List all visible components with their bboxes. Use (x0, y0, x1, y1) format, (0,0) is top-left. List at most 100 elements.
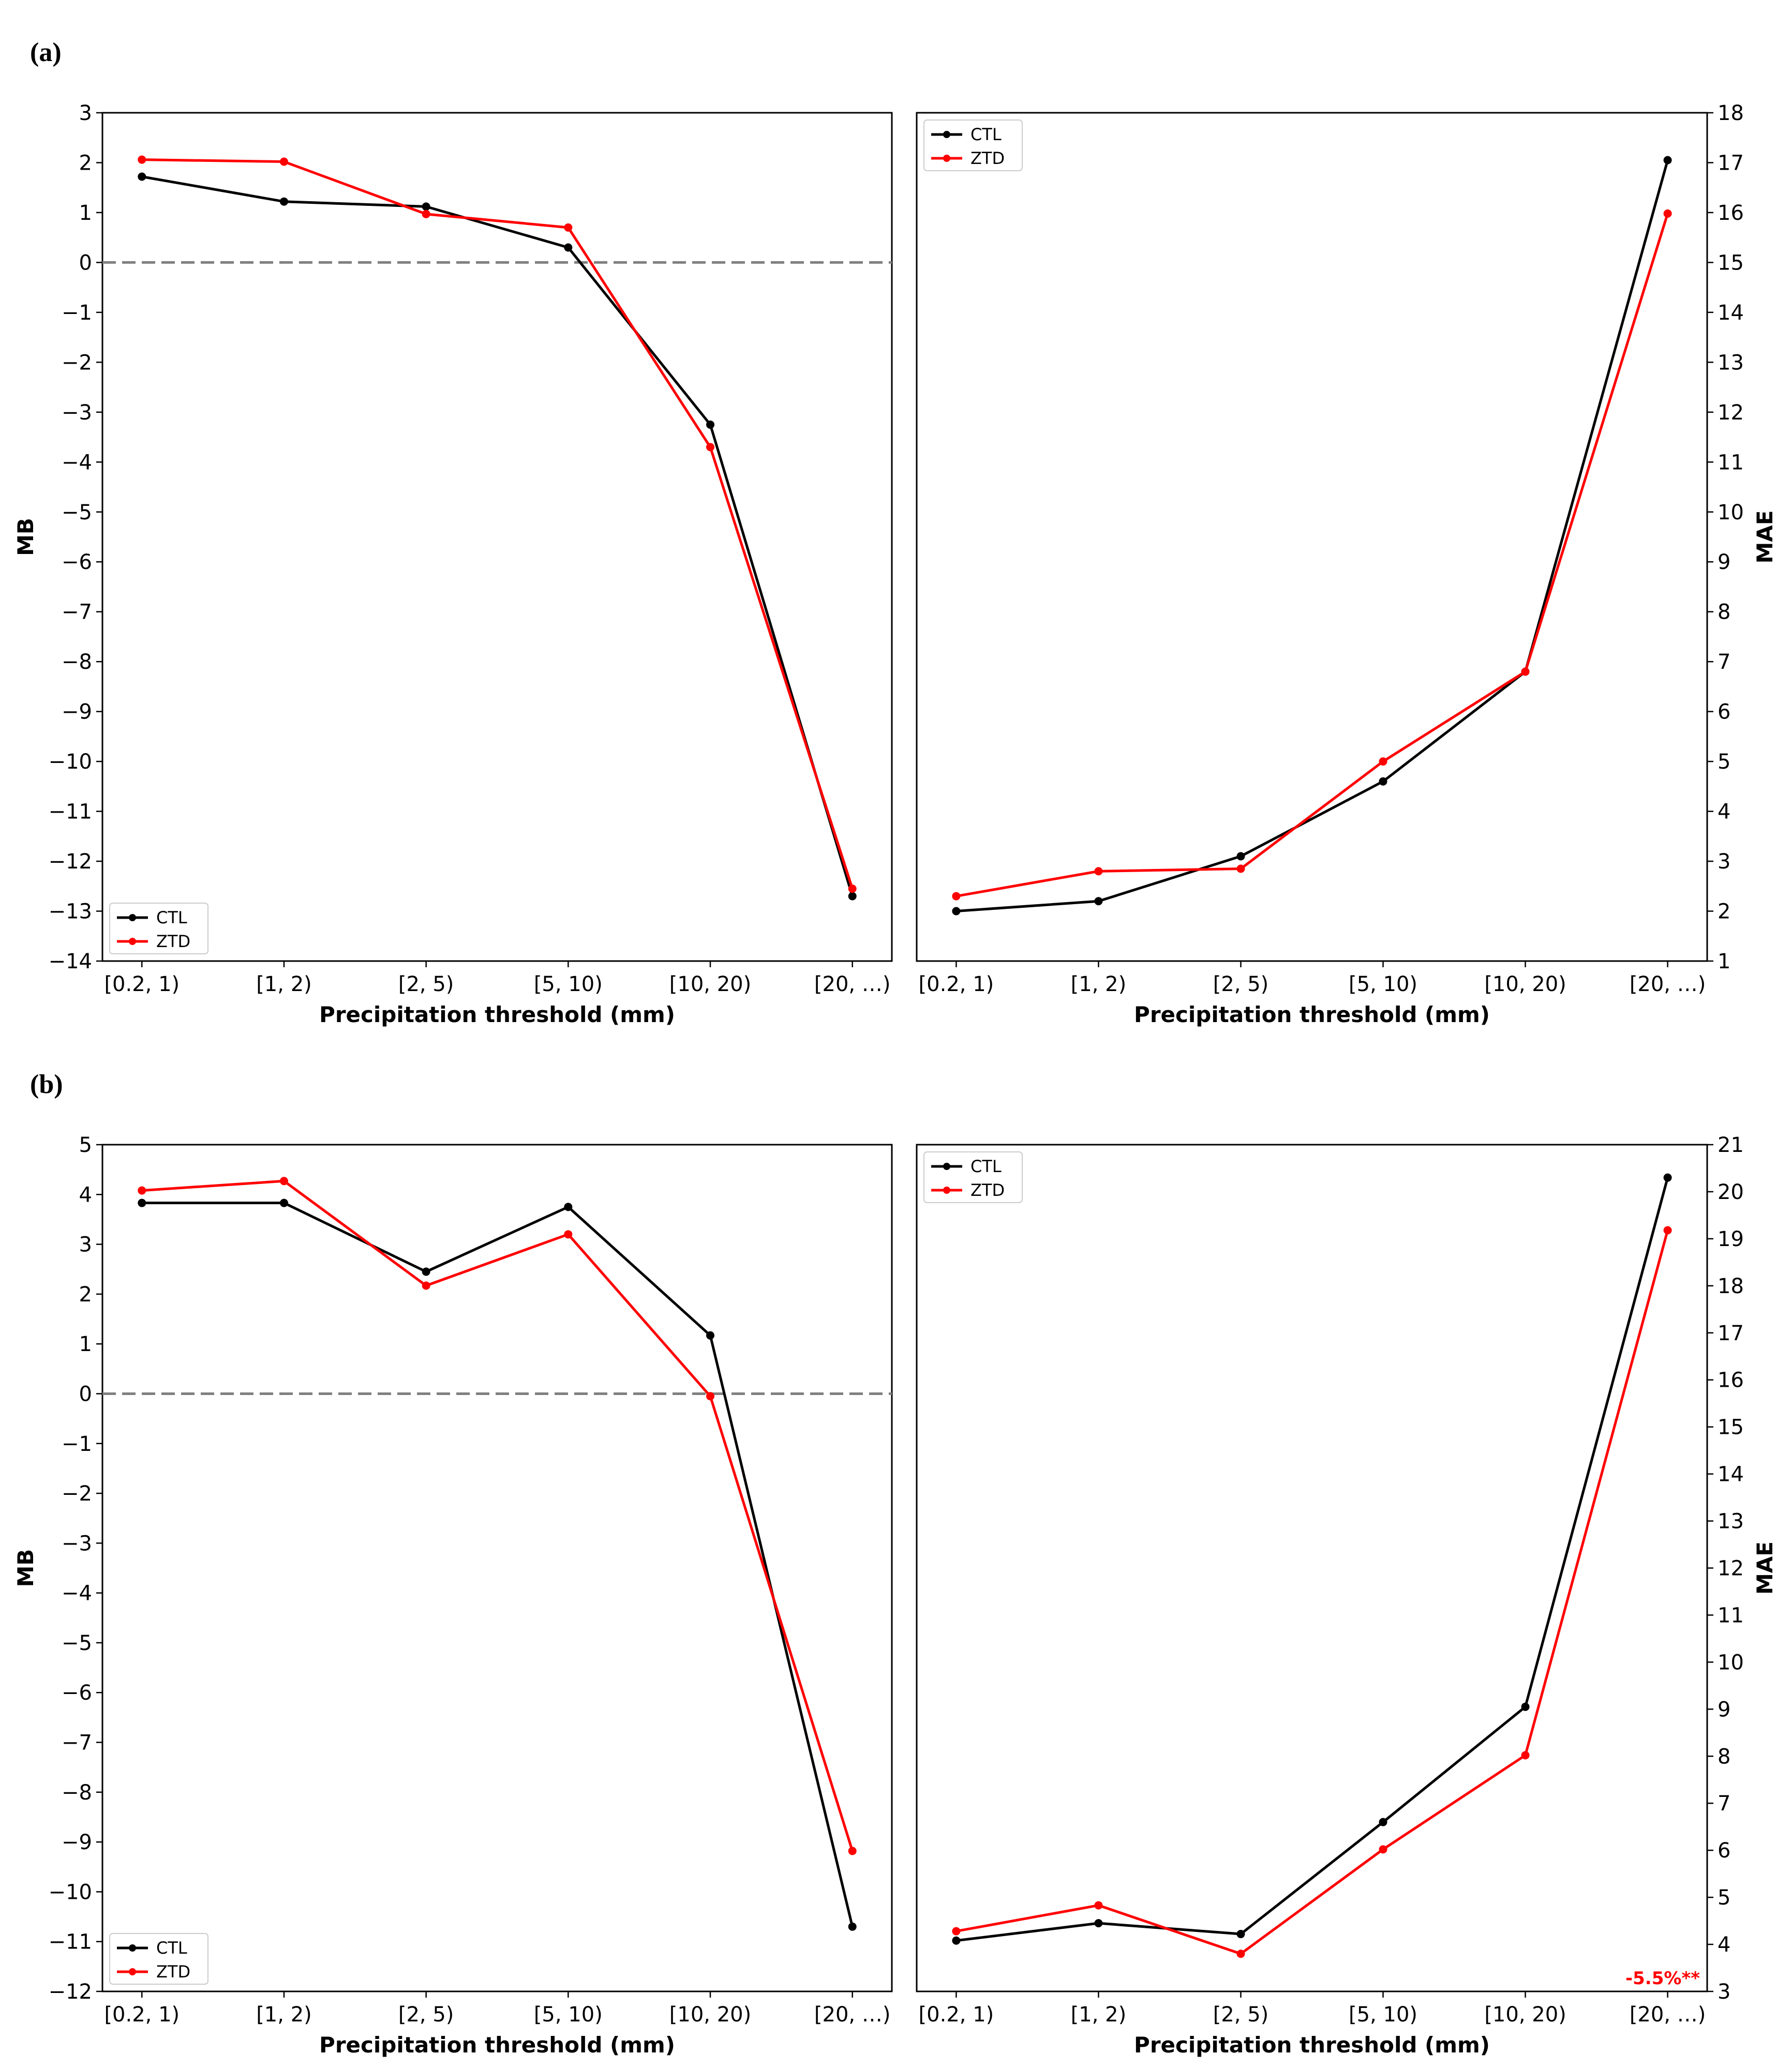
data-point-ctl (422, 1267, 430, 1276)
y-tick-label: 1 (79, 1332, 92, 1356)
data-point-ztd (1379, 1845, 1387, 1854)
data-point-ctl (1236, 1930, 1245, 1939)
legend-marker-ztd (129, 1968, 136, 1975)
y-tick-label: −10 (49, 750, 92, 774)
y-tick-label: 18 (1718, 101, 1744, 125)
legend-label-ctl: CTL (156, 1938, 187, 1958)
significance-annotation: -5.5%** (1625, 1968, 1700, 1989)
y-tick-label: 12 (1718, 1557, 1744, 1581)
y-tick-label: 17 (1718, 1322, 1744, 1345)
x-tick-label: [10, 20) (1484, 972, 1566, 996)
y-tick-label: 14 (1718, 1463, 1744, 1487)
y-tick-label: 7 (1718, 1792, 1730, 1816)
data-point-ztd (1379, 757, 1387, 766)
data-point-ctl (706, 1331, 715, 1340)
data-point-ctl (1663, 1173, 1672, 1182)
y-tick-label: 1 (1718, 950, 1730, 973)
legend: CTL ZTD (923, 119, 1023, 171)
series-line-ztd (955, 1230, 1669, 1955)
data-point-ztd (1663, 1226, 1672, 1235)
data-point-ztd (1236, 864, 1245, 873)
y-tick-label: −11 (49, 800, 92, 824)
y-tick-label: 16 (1718, 201, 1744, 225)
x-tick-label: [2, 5) (398, 972, 454, 996)
data-point-ztd (1521, 1751, 1530, 1760)
x-tick-label: [10, 20) (669, 2003, 751, 2027)
y-tick-label: 0 (79, 251, 92, 275)
data-point-ctl (848, 1922, 857, 1931)
data-point-ctl (1094, 897, 1103, 906)
y-tick-label: −14 (49, 950, 92, 973)
y-tick-label: 11 (1718, 451, 1744, 474)
y-tick-label: 6 (1718, 1839, 1730, 1863)
x-axis-title: Precipitation threshold (mm) (319, 1002, 675, 1027)
y-tick-label: −6 (62, 550, 92, 574)
y-tick-label: 14 (1718, 301, 1744, 325)
data-point-ctl (422, 202, 430, 211)
y-axis-title: MB (13, 1549, 38, 1587)
series-line-ctl (141, 175, 854, 897)
chart-a-right: 18 17 16 15 14 13 12 11 10 9 8 7 6 5 4 3 2 1 [0.2, 1) [1, 2… (916, 101, 1778, 1027)
y-tick-label: −3 (62, 401, 92, 425)
y-tick-label: 2 (79, 151, 92, 175)
y-tick-label: 5 (1718, 1886, 1730, 1910)
plot-frame (101, 112, 893, 962)
data-point-ztd (422, 1281, 430, 1290)
data-point-ztd (1663, 209, 1672, 218)
y-tick-label: −7 (62, 601, 92, 624)
chart-b-right: 21 20 19 18 17 16 15 14 13 12 11 10 9 8 7 6 5 4 3 [0.2, 1) [… (916, 1133, 1778, 2058)
x-tick-label: [10, 20) (669, 972, 751, 996)
x-tick-label: [0.2, 1) (919, 972, 994, 996)
y-tick-label: −4 (62, 451, 92, 474)
y-tick-label: 9 (1718, 550, 1730, 574)
legend-marker-ztd (129, 938, 136, 945)
legend: CTL ZTD (109, 903, 208, 954)
legend-marker-ctl (129, 914, 136, 921)
x-tick-label: [20, …) (814, 972, 891, 996)
series-line-ctl (142, 1202, 854, 1927)
data-point-ztd (279, 1177, 288, 1186)
series-line-ctl (956, 1177, 1669, 1942)
legend-label-ctl: CTL (156, 908, 187, 927)
y-tick-label: 19 (1718, 1227, 1744, 1251)
data-point-ctl (1094, 1919, 1103, 1928)
y-tick-label: 8 (1718, 601, 1730, 624)
y-tick-label: −12 (49, 850, 92, 874)
data-point-ztd (1094, 1901, 1103, 1910)
data-point-ctl (1663, 156, 1672, 164)
legend-marker-ctl (943, 131, 950, 138)
data-point-ctl (564, 243, 573, 252)
y-tick-label: −7 (62, 1731, 92, 1755)
x-tick-label: [20, …) (1630, 972, 1706, 996)
x-tick-label: [2, 5) (1213, 972, 1269, 996)
y-tick-label: 4 (79, 1183, 92, 1207)
x-tick-label: [10, 20) (1484, 2003, 1566, 2027)
y-tick-label: 16 (1718, 1369, 1744, 1392)
data-point-ctl (952, 1936, 961, 1945)
legend-label-ctl: CTL (970, 1157, 1002, 1176)
y-tick-label: 4 (1718, 1933, 1730, 1957)
x-tick-label: [1, 2) (256, 972, 312, 996)
x-tick-label: [5, 10) (534, 2003, 603, 2027)
y-tick-label: 10 (1718, 501, 1744, 524)
legend-marker-ctl (129, 1944, 136, 1952)
y-tick-label: 11 (1718, 1603, 1744, 1627)
chart-b-left: 5 4 3 2 1 0 −1 −2 −3 −4 −5 −6 −7 −8 −9 −10 −11 −12 [0.2, 1… (13, 1133, 893, 2058)
data-point-ctl (138, 1198, 146, 1207)
x-tick-label: [1, 2) (1071, 972, 1127, 996)
x-tick-label: [0.2, 1) (104, 972, 180, 996)
data-point-ctl (952, 907, 961, 916)
panel-label-b: (b) (30, 1070, 63, 1099)
legend-label-ztd: ZTD (970, 1180, 1005, 1200)
y-tick-label: 18 (1718, 1275, 1744, 1298)
legend: CTL ZTD (109, 1933, 208, 1985)
y-tick-label: 10 (1718, 1651, 1744, 1674)
y-tick-label: −4 (62, 1582, 92, 1606)
y-tick-label: −13 (49, 900, 92, 924)
data-point-ztd (952, 892, 961, 901)
data-point-ztd (848, 1847, 857, 1855)
series-line-ctl (956, 159, 1669, 913)
y-tick-label: 4 (1718, 800, 1730, 824)
